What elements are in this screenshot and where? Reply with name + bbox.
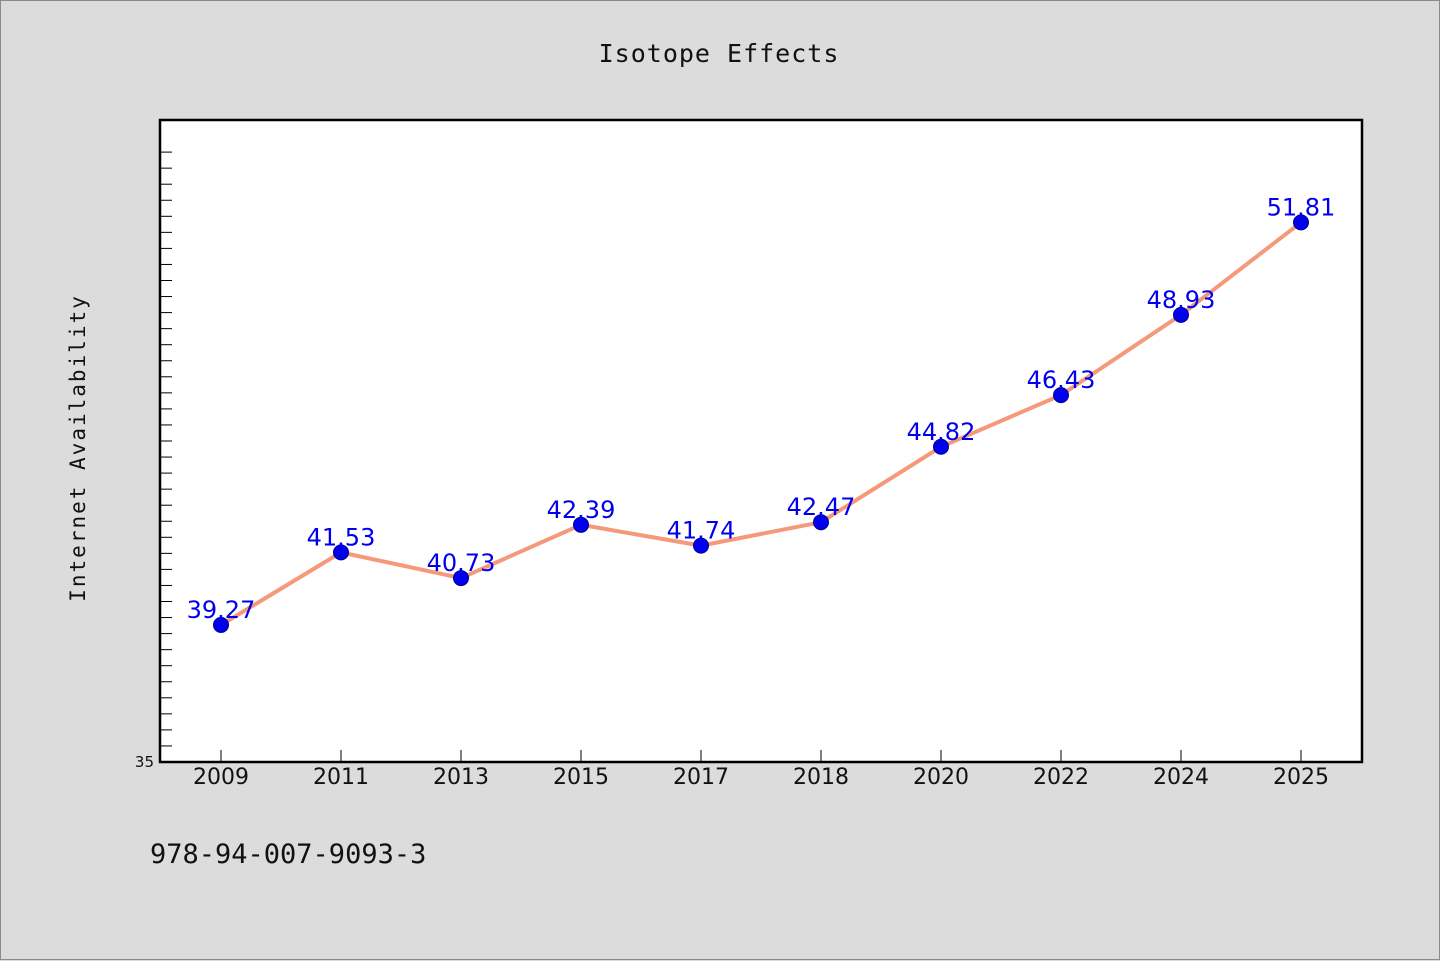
y-tick-label: 35 (135, 753, 154, 771)
x-tick-label: 2022 (1033, 765, 1089, 790)
data-label: 46.43 (1027, 366, 1096, 394)
x-tick-label: 2009 (193, 765, 249, 790)
data-label: 42.39 (547, 496, 616, 524)
x-tick-label: 2013 (433, 765, 489, 790)
plot-area (158, 118, 1364, 764)
x-tick-label: 2025 (1273, 765, 1329, 790)
data-label: 48.93 (1147, 286, 1216, 314)
data-label: 39.27 (187, 596, 256, 624)
data-point (1173, 306, 1189, 323)
y-axis-ticks (160, 151, 172, 747)
x-axis-ticks: 2009 2011 2013 2015 2017 2018 2020 2022 2024 2025 (193, 750, 1329, 790)
x-tick-label: 2017 (673, 765, 729, 790)
data-point (453, 570, 469, 587)
series-layer: 39.27 41.53 40.73 42.39 41.74 42.47 44.82 46.43… (187, 193, 1336, 633)
x-tick-label: 2024 (1153, 765, 1209, 790)
x-tick-label: 2015 (553, 765, 609, 790)
data-label: 42.47 (787, 493, 856, 521)
data-label: 41.53 (307, 523, 376, 551)
data-point (333, 544, 349, 561)
data-label: 51.81 (1267, 193, 1336, 221)
data-point (1053, 387, 1069, 404)
x-tick-label: 2020 (913, 765, 969, 790)
data-point (813, 514, 829, 531)
y-axis-label: Internet Availability (66, 294, 90, 602)
data-label: 44.82 (907, 418, 976, 446)
data-point (1293, 214, 1309, 231)
data-point (573, 516, 589, 533)
data-label: 40.73 (427, 549, 496, 577)
data-point (933, 438, 949, 455)
data-point (213, 616, 229, 633)
isbn-text: 978-94-007-9093-3 (150, 839, 426, 870)
x-tick-label: 2018 (793, 765, 849, 790)
data-label: 41.74 (667, 517, 736, 545)
x-tick-label: 2011 (313, 765, 369, 790)
series-line (219, 220, 1303, 627)
data-point (693, 537, 709, 554)
chart-title: Isotope Effects (599, 39, 840, 68)
